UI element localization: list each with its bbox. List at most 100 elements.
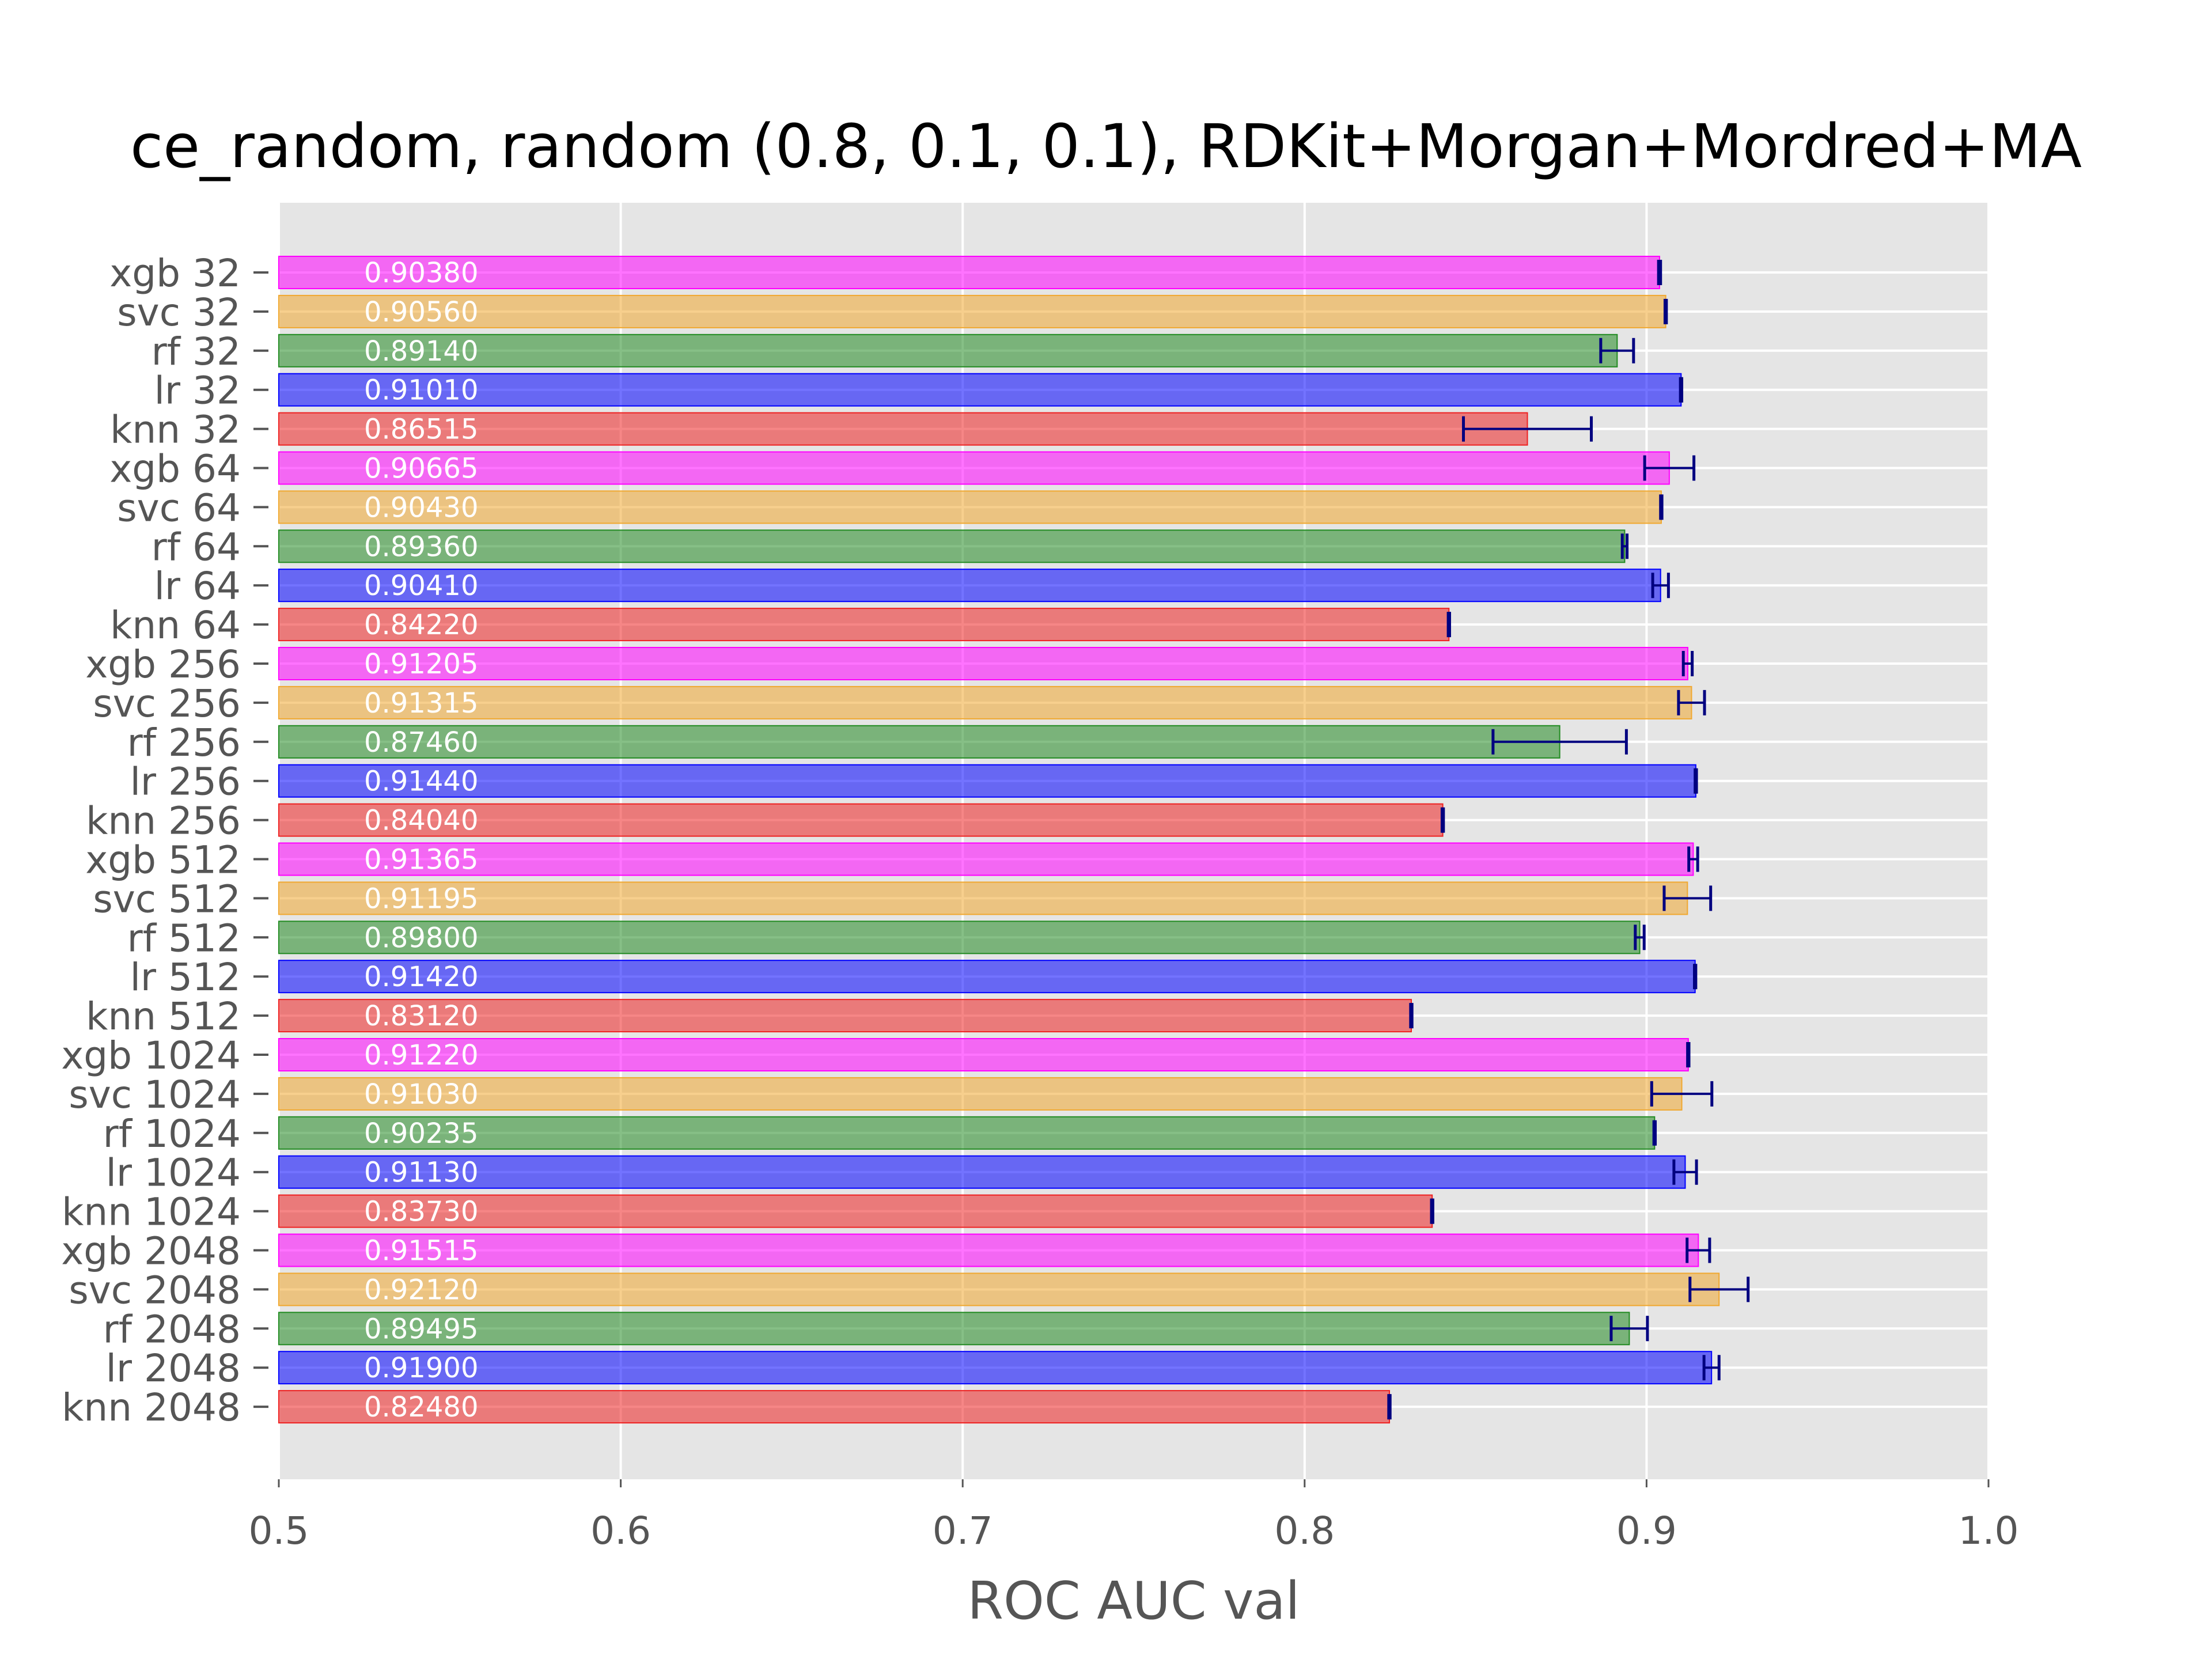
value-label: 0.90410: [364, 570, 479, 602]
bar-xgb-256: [278, 647, 1688, 680]
value-label: 0.89360: [364, 531, 479, 563]
y-tick-label: rf 1024: [103, 1112, 241, 1156]
bar-rf-64: [278, 529, 1626, 563]
y-tick-label: lr 1024: [106, 1151, 241, 1195]
bar-knn-64: [278, 608, 1450, 642]
bar-xgb-1024: [278, 1038, 1689, 1071]
y-tick-label: rf 32: [151, 329, 241, 374]
value-label: 0.92120: [364, 1274, 479, 1306]
y-tick-label: knn 64: [110, 603, 241, 647]
bar-rf-2048: [278, 1312, 1630, 1346]
bar-knn-1024: [278, 1194, 1433, 1228]
value-label: 0.91420: [364, 961, 479, 993]
value-label: 0.91365: [364, 844, 479, 876]
y-tick-label: svc 1024: [69, 1073, 241, 1117]
bar-svc-64: [278, 490, 1662, 524]
y-tick-label: svc 256: [93, 681, 241, 726]
bar-svc-2048: [278, 1272, 1720, 1306]
x-axis-labels: 0.5 0.6 0.7 0.8 0.9 1.0: [249, 1479, 2019, 1553]
bar-svc-1024: [278, 1077, 1683, 1111]
bar-lr-2048: [278, 1351, 1713, 1385]
value-label: 0.91315: [364, 687, 479, 719]
value-label: 0.90560: [364, 296, 479, 328]
y-tick-label: xgb 2048: [61, 1229, 241, 1274]
value-label: 0.91900: [364, 1352, 479, 1384]
bar-rf-512: [278, 921, 1641, 955]
bar-knn-512: [278, 999, 1412, 1033]
bar-rf-32: [278, 334, 1618, 368]
value-label: 0.89140: [364, 335, 479, 368]
y-tick-label: lr 32: [154, 369, 241, 413]
bar-lr-256: [278, 764, 1696, 798]
bar-knn-32: [278, 412, 1528, 446]
value-label: 0.91515: [364, 1235, 479, 1267]
y-tick-label: lr 256: [130, 760, 241, 804]
y-tick-label: xgb 1024: [61, 1033, 241, 1078]
y-tick-label: knn 256: [86, 799, 241, 843]
x-axis-title: ROC AUC val: [967, 1571, 1300, 1631]
y-tick-label: svc 32: [117, 290, 241, 335]
value-label: 0.91440: [364, 766, 479, 798]
value-label: 0.90235: [364, 1118, 479, 1150]
x-tick-label: 1.0: [1959, 1509, 2019, 1553]
value-label: 0.87460: [364, 726, 479, 759]
bar-lr-1024: [278, 1155, 1686, 1189]
bar-svc-32: [278, 294, 1666, 328]
y-tick-label: knn 32: [110, 408, 241, 452]
value-label: 0.90665: [364, 453, 479, 485]
y-tick-label: xgb 256: [85, 642, 241, 687]
y-tick-label: lr 512: [130, 955, 241, 999]
chart-title: ce_random, random (0.8, 0.1, 0.1), RDKit…: [130, 111, 2082, 181]
value-label: 0.89800: [364, 922, 479, 954]
value-label: 0.83120: [364, 1000, 479, 1032]
value-label: 0.91195: [364, 882, 479, 915]
value-label: 0.91205: [364, 648, 479, 680]
y-tick-label: svc 2048: [69, 1268, 241, 1312]
value-labels-layer: 0.90380 0.90560 0.89140 0.91010 0.86515 0.906…: [364, 257, 479, 1423]
y-tick-label: rf 256: [127, 721, 241, 765]
y-tick-label: rf 2048: [103, 1307, 241, 1351]
y-tick-label: xgb 32: [109, 251, 241, 296]
y-tick-label: rf 512: [127, 916, 241, 960]
y-tick-label: svc 64: [117, 486, 241, 530]
error-bars-layer: [1387, 260, 1750, 1420]
value-label: 0.86515: [364, 414, 479, 446]
value-label: 0.83730: [364, 1196, 479, 1228]
x-tick-label: 0.6: [590, 1509, 651, 1553]
bar-svc-512: [278, 881, 1688, 915]
value-label: 0.90380: [364, 257, 479, 289]
value-label: 0.82480: [364, 1391, 479, 1423]
bar-lr-32: [278, 373, 1682, 407]
y-tick-label: xgb 512: [85, 838, 241, 882]
bar-lr-64: [278, 569, 1661, 603]
bar-svc-256: [278, 685, 1692, 719]
value-label: 0.91130: [364, 1157, 479, 1189]
x-tick-label: 0.5: [249, 1509, 309, 1553]
y-tick-label: lr 2048: [106, 1346, 241, 1391]
value-label: 0.84220: [364, 609, 479, 641]
y-tick-label: rf 64: [151, 525, 241, 569]
bar-knn-2048: [278, 1390, 1391, 1424]
value-label: 0.89495: [364, 1313, 479, 1345]
value-label: 0.91220: [364, 1039, 479, 1071]
x-tick-label: 0.8: [1274, 1509, 1335, 1553]
x-tick-label: 0.9: [1616, 1509, 1677, 1553]
bar-xgb-2048: [278, 1233, 1699, 1267]
bar-xgb-512: [278, 842, 1694, 876]
y-tick-label: xgb 64: [109, 447, 241, 491]
y-tick-label: knn 2048: [62, 1385, 241, 1430]
value-label: 0.90430: [364, 491, 479, 524]
bar-rf-1024: [278, 1116, 1656, 1150]
y-tick-label: knn 1024: [62, 1190, 241, 1234]
bar-lr-512: [278, 960, 1696, 994]
bar-xgb-32: [278, 256, 1660, 289]
value-label: 0.91010: [364, 374, 479, 407]
y-tick-label: lr 64: [154, 564, 241, 608]
value-label: 0.84040: [364, 805, 479, 837]
value-label: 0.91030: [364, 1078, 479, 1111]
y-tick-label: svc 512: [93, 877, 241, 921]
y-tick-label: knn 512: [86, 994, 241, 1039]
bar-rf-256: [278, 725, 1560, 759]
